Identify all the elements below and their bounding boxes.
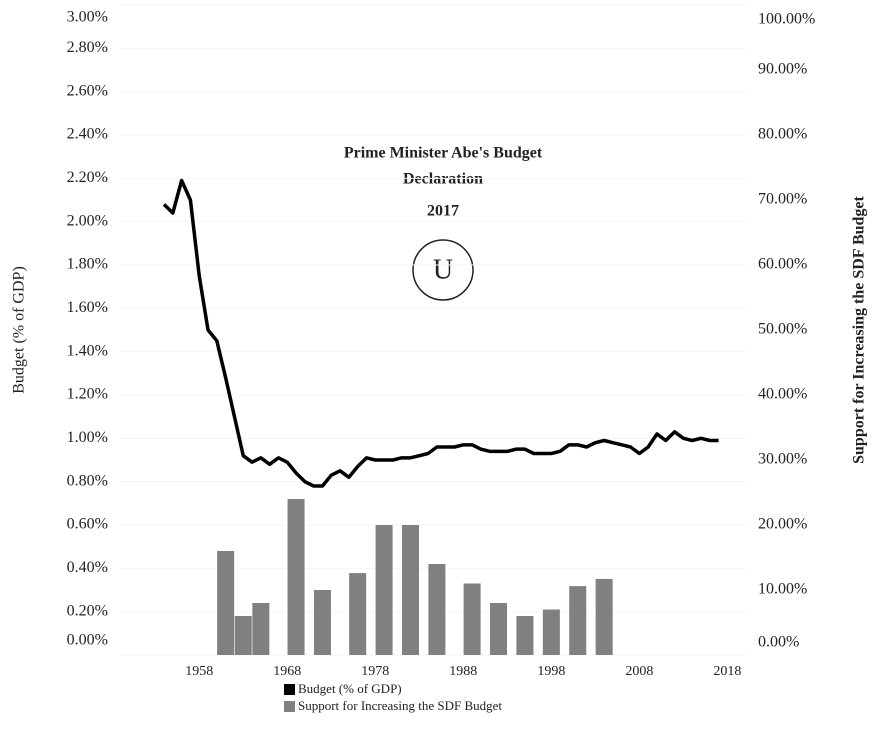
y2-tick-label: 90.00% (758, 61, 807, 78)
bar (217, 551, 235, 655)
bar (287, 499, 305, 655)
y-tick-label: 0.80% (67, 472, 108, 489)
x-tick-label: 1988 (449, 664, 477, 679)
y-tick-label: 1.00% (67, 429, 108, 446)
y2-tick-label: 100.00% (758, 11, 815, 28)
legend-swatch (284, 684, 295, 695)
y2-tick-label: 10.00% (758, 581, 807, 598)
y2-tick-label: 20.00% (758, 516, 807, 533)
annotation-year: 2017 (427, 203, 459, 220)
y-tick-label: 0.40% (67, 559, 108, 576)
bar (401, 525, 419, 655)
legend-label: Budget (% of GDP) (298, 681, 402, 696)
bar (234, 616, 252, 655)
annotation-marker: U (433, 254, 453, 285)
y2-tick-label: 50.00% (758, 321, 807, 338)
annotation-line: Declaration (403, 171, 483, 188)
annotation-circle (412, 239, 474, 301)
annotation-line: Prime Minister Abe's Budget (344, 145, 543, 162)
y-tick-label: 2.00% (67, 212, 108, 229)
y-tick-label: 0.00% (67, 632, 108, 649)
bar (595, 578, 613, 655)
y-tick-label: 0.20% (67, 602, 108, 619)
y2-axis-label: Support for Increasing the SDF Budget (851, 195, 868, 463)
legend-swatch (284, 701, 295, 712)
bar (313, 590, 331, 655)
bar (516, 616, 534, 655)
x-tick-label: 1958 (185, 664, 213, 679)
bar (542, 609, 560, 655)
y-tick-label: 2.40% (67, 126, 108, 143)
bar (252, 603, 270, 655)
y-tick-label: 1.40% (67, 342, 108, 359)
y2-tick-label: 80.00% (758, 126, 807, 143)
y-tick-label: 1.60% (67, 299, 108, 316)
y2-tick-label: 40.00% (758, 386, 807, 403)
bar (349, 573, 367, 655)
y-axis-label: Budget (% of GDP) (11, 266, 28, 394)
x-tick-label: 1968 (273, 664, 301, 679)
x-tick-label: 2018 (713, 664, 741, 679)
y2-tick-label: 0.00% (758, 634, 799, 651)
bar (463, 583, 481, 655)
y2-tick-label: 60.00% (758, 256, 807, 273)
y-tick-label: 3.00% (67, 9, 108, 26)
y2-tick-label: 70.00% (758, 191, 807, 208)
y-tick-label: 0.60% (67, 516, 108, 533)
bar (569, 586, 587, 655)
x-tick-label: 2008 (625, 664, 653, 679)
x-tick-label: 1998 (537, 664, 565, 679)
bar (428, 564, 446, 655)
y-tick-label: 2.20% (67, 169, 108, 186)
y-tick-label: 2.60% (67, 82, 108, 99)
x-tick-label: 1978 (361, 664, 389, 679)
legend-label: Support for Increasing the SDF Budget (298, 698, 502, 713)
bar (490, 603, 508, 655)
line (162, 178, 719, 488)
bar (375, 525, 393, 655)
y-tick-label: 1.20% (67, 386, 108, 403)
y-tick-label: 2.80% (67, 39, 108, 56)
y-tick-label: 1.80% (67, 256, 108, 273)
y2-tick-label: 30.00% (758, 451, 807, 468)
